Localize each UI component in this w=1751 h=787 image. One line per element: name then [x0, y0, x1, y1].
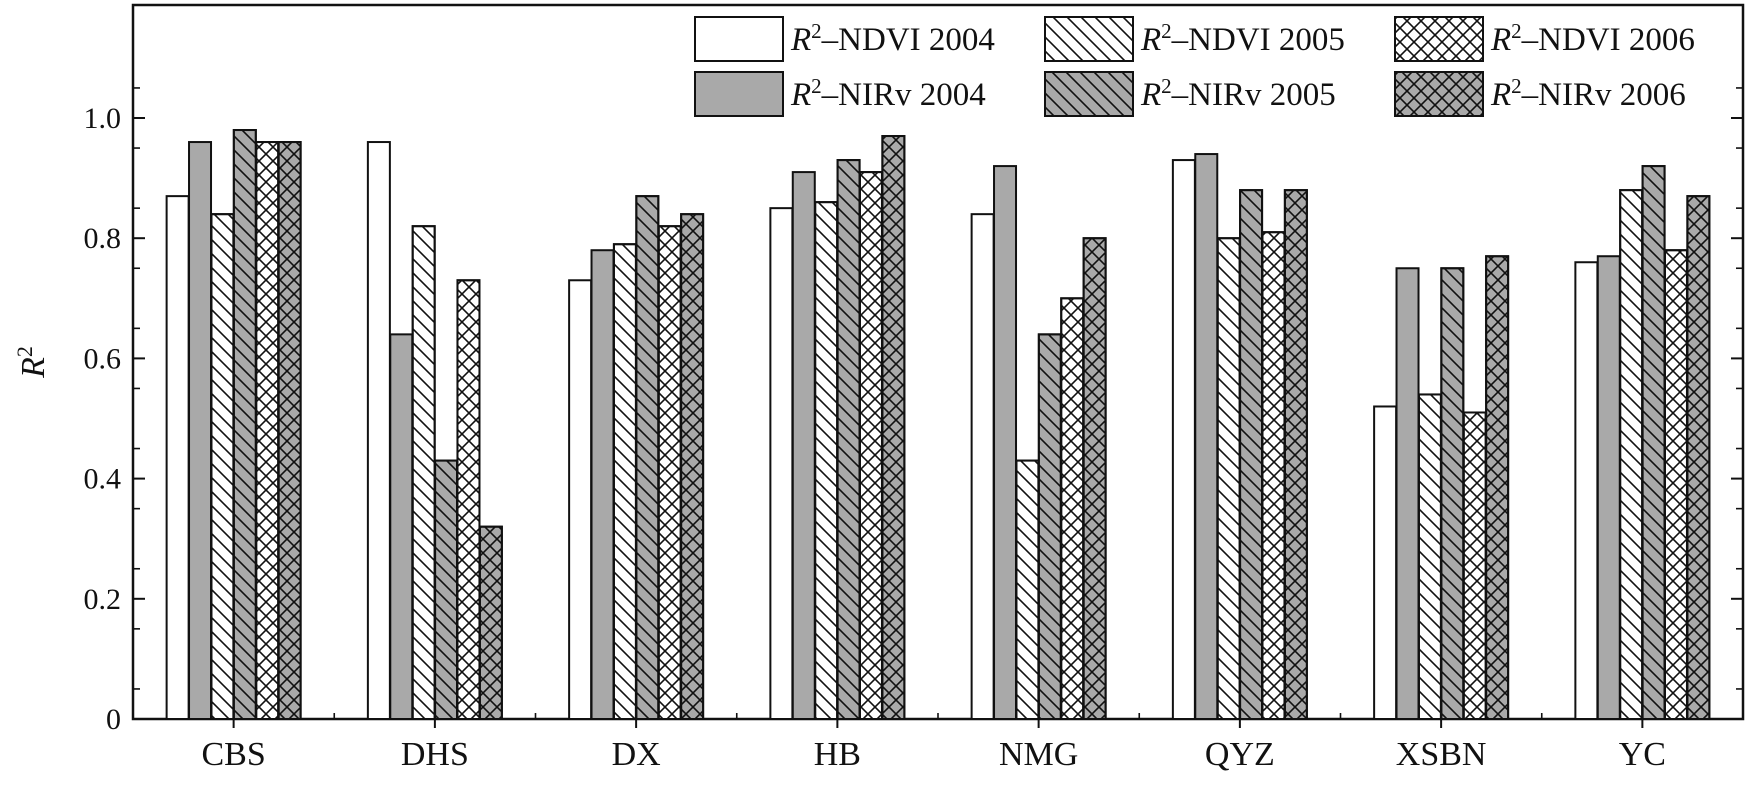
y-tick-label: 0.8 [84, 222, 122, 255]
bar-hb-series-1 [791, 171, 816, 720]
legend-label: R2–NIRv 2006 [1490, 74, 1686, 113]
y-tick-label: 0 [106, 703, 121, 736]
legend-label: R2–NDVI 2006 [1490, 19, 1695, 58]
bar-hatch-hb-series-3 [836, 159, 861, 720]
bar-nmg-series-1 [993, 165, 1018, 720]
bar-nmg-series-0 [970, 213, 995, 720]
legend-entry-3: R2–NIRv 2005 [1044, 71, 1336, 117]
bar-hatch-hb-series-5 [881, 135, 906, 720]
bar-hatch-cbs-series-3 [232, 129, 257, 720]
bar-hatch-xsbn-series-4 [1462, 411, 1487, 720]
bar-hatch-qyz-series-4 [1261, 231, 1286, 720]
bar-hatch-nmg-series-4 [1060, 297, 1085, 720]
legend-label: R2–NDVI 2004 [790, 19, 995, 58]
legend-swatch-hatch [1394, 16, 1484, 62]
bar-dx-series-0 [568, 279, 593, 720]
bar-qyz-series-1 [1194, 153, 1219, 720]
bar-group-xsbn [1373, 255, 1510, 720]
legend-swatch [694, 71, 784, 117]
legend-entry-1: R2–NIRv 2004 [694, 71, 986, 117]
bar-hatch-dhs-series-5 [478, 525, 503, 720]
legend-entry-2: R2–NDVI 2005 [1044, 16, 1345, 62]
bar-hatch-yc-series-5 [1686, 195, 1711, 720]
x-tick-label: QYZ [1205, 736, 1275, 773]
bar-group-qyz [1171, 153, 1308, 720]
bar-group-dhs [366, 141, 503, 721]
y-axis-title: R2 [12, 346, 52, 379]
legend-label: R2–NIRv 2005 [1140, 74, 1336, 113]
bar-hatch-cbs-series-4 [255, 141, 280, 721]
bar-xsbn-series-0 [1373, 405, 1398, 720]
y-tick-label: 0.6 [84, 342, 122, 375]
x-tick-label: XSBN [1396, 736, 1487, 773]
legend-swatch-hatch [1044, 71, 1134, 117]
bar-dhs-series-0 [366, 141, 391, 721]
bar-hatch-qyz-series-5 [1283, 189, 1308, 720]
bar-hatch-dx-series-2 [612, 243, 637, 721]
bar-hatch-hb-series-2 [814, 201, 839, 720]
legend-swatch-hatch [1394, 71, 1484, 117]
legend-entry-4: R2–NDVI 2006 [1394, 16, 1695, 62]
bar-hatch-qyz-series-2 [1216, 237, 1241, 720]
bar-group-cbs [165, 129, 302, 721]
bar-hatch-hb-series-4 [858, 171, 883, 720]
bar-hatch-xsbn-series-5 [1485, 255, 1510, 720]
bar-hatch-cbs-series-2 [210, 213, 235, 720]
bar-group-hb [769, 135, 906, 720]
bar-hatch-dhs-series-2 [411, 225, 436, 720]
bar-dx-series-1 [590, 249, 615, 720]
legend-label: R2–NDVI 2005 [1140, 19, 1345, 58]
bar-hatch-nmg-series-5 [1082, 237, 1107, 720]
bars-layer [165, 129, 1711, 721]
bar-dhs-series-1 [389, 333, 414, 720]
bar-hatch-dhs-series-4 [456, 279, 481, 720]
bar-hatch-cbs-series-5 [277, 141, 302, 721]
bar-yc-series-0 [1574, 261, 1599, 720]
y-tick-label: 0.2 [84, 583, 122, 616]
bar-hb-series-0 [769, 207, 794, 720]
y-tick-label: 1.0 [84, 102, 122, 135]
bar-hatch-xsbn-series-3 [1440, 267, 1465, 720]
bar-hatch-dx-series-4 [657, 225, 682, 720]
bar-group-yc [1574, 165, 1711, 720]
y-tick-label: 0.4 [84, 463, 122, 496]
bar-hatch-nmg-series-2 [1015, 459, 1040, 720]
legend-swatch-hatch [1044, 16, 1134, 62]
bar-hatch-yc-series-2 [1619, 189, 1644, 720]
legend: R2–NDVI 2004 R2–NDVI 2005 R2–NDVI 2006 R2–N… [694, 16, 1695, 117]
x-tick-label: DHS [401, 736, 469, 773]
bar-cbs-series-1 [188, 141, 213, 721]
bar-group-dx [568, 195, 705, 721]
bar-xsbn-series-1 [1395, 267, 1420, 720]
x-tick-label: CBS [201, 736, 265, 773]
legend-entry-0: R2–NDVI 2004 [694, 16, 995, 62]
bar-hatch-yc-series-3 [1641, 165, 1666, 720]
bar-hatch-xsbn-series-2 [1417, 393, 1442, 720]
bar-hatch-dx-series-3 [635, 195, 660, 720]
x-tick-label: DX [612, 736, 661, 773]
bar-hatch-yc-series-4 [1663, 249, 1688, 720]
bar-hatch-nmg-series-3 [1037, 333, 1062, 720]
bar-hatch-qyz-series-3 [1239, 189, 1264, 720]
x-tick-label: NMG [999, 736, 1078, 773]
bar-qyz-series-0 [1171, 159, 1196, 720]
axes-layer: 0 0.2 0.4 0.6 0.8 1.0 CBS DHS DX HB NMG QYZ XSBN YC [84, 87, 1744, 773]
legend-entry-5: R2–NIRv 2006 [1394, 71, 1686, 117]
legend-swatch [694, 16, 784, 62]
x-tick-label: HB [814, 736, 861, 773]
bar-cbs-series-0 [165, 195, 190, 720]
legend-label: R2–NIRv 2004 [790, 74, 986, 113]
x-tick-label: YC [1619, 736, 1666, 773]
bar-group-nmg [970, 165, 1107, 720]
bar-hatch-dhs-series-3 [434, 459, 459, 720]
bar-hatch-dx-series-5 [680, 213, 705, 720]
bar-yc-series-1 [1596, 255, 1621, 720]
